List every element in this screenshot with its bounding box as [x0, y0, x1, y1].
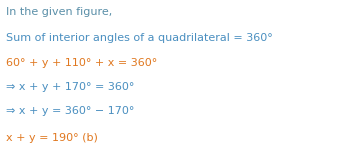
- Text: Sum of interior angles of a quadrilateral = 360°: Sum of interior angles of a quadrilatera…: [6, 33, 273, 43]
- Text: ⇒ x + y + 170° = 360°: ⇒ x + y + 170° = 360°: [6, 82, 134, 92]
- Text: 60° + y + 110° + x = 360°: 60° + y + 110° + x = 360°: [6, 58, 157, 68]
- Text: ⇒ x + y = 360° − 170°: ⇒ x + y = 360° − 170°: [6, 106, 134, 116]
- Text: In the given figure,: In the given figure,: [6, 7, 113, 17]
- Text: x + y = 190° (b): x + y = 190° (b): [6, 133, 98, 143]
